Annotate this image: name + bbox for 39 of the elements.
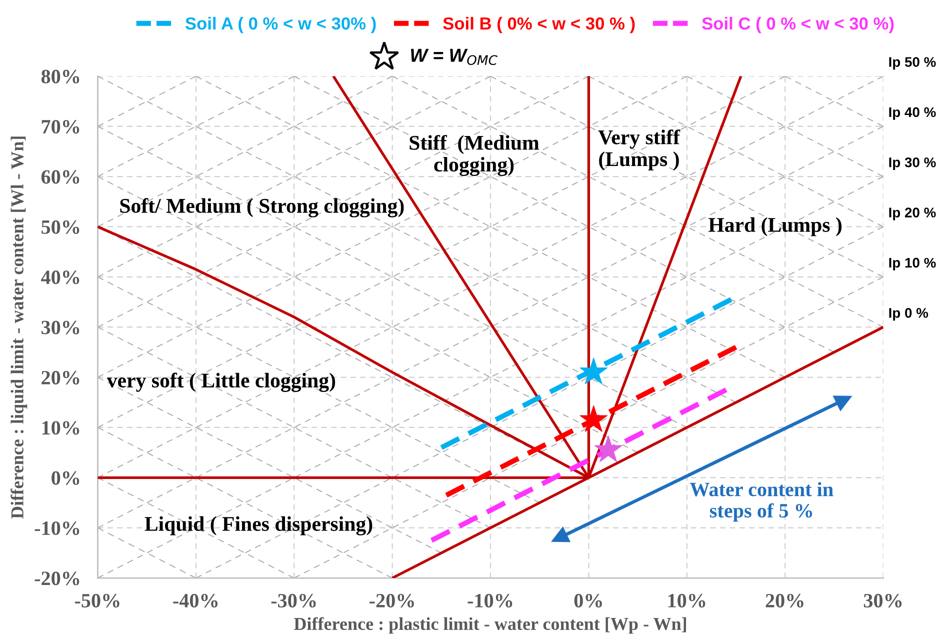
y-tick-label: 20% [42, 370, 80, 385]
y-axis-title: Difference : liquid limit - water content [Wl - Wn] [10, 136, 28, 519]
y-tick-label: 80% [41, 70, 80, 84]
x-tick-label: -10% [468, 594, 512, 608]
series-label: Ip 10 % [889, 258, 936, 270]
series-label: Ip 0 % [889, 308, 928, 321]
annotation: Liquid ( Fines dispersing) [144, 516, 372, 536]
x-tick-label: -20% [370, 594, 414, 608]
series-label: Ip 40 % [889, 107, 936, 120]
y-tick-label: 30% [42, 320, 80, 334]
x-tick-label: 30% [864, 594, 902, 608]
y-tick-label: 70% [42, 120, 80, 134]
y-tick-label: 40% [41, 270, 80, 284]
x-tick-label: 0% [574, 594, 602, 608]
annotation: Stiff (Medium clogging) [410, 134, 540, 176]
x-tick-label: -40% [173, 594, 218, 608]
annotation: very soft ( Little clogging) [106, 372, 336, 392]
annotation: Hard (Lumps ) [708, 217, 842, 236]
series-label: Ip 20 % [889, 208, 936, 220]
x-axis-title: Difference : plastic limit - water content [Wp - Wn] [294, 617, 686, 634]
y-tick-label: 10% [42, 421, 80, 435]
x-tick-label: -50% [74, 594, 120, 608]
annotation: Very stiff (Lumps ) [598, 129, 680, 170]
x-tick-label: 20% [766, 594, 804, 608]
y-tick-label: 50% [42, 220, 80, 234]
legend-label: Soil B ( 0% < w < 30 % ) [443, 16, 635, 34]
y-tick-label: -10% [34, 521, 80, 536]
legend-label: Soil A ( 0 % < w < 30% ) [185, 16, 376, 34]
legend-label: Soil C ( 0 % < w < 30 %) [702, 16, 894, 34]
y-tick-label: -20% [34, 572, 80, 586]
y-tick-label: 0% [52, 471, 80, 485]
y-tick-label: 60% [41, 170, 80, 184]
x-tick-label: -30% [271, 594, 316, 608]
annotation: Soft/ Medium ( Strong clogging) [120, 198, 404, 218]
series-label: Ip 30 % [889, 157, 936, 170]
x-tick-label: 10% [668, 594, 706, 608]
series-label: Water content in steps of 5 % [690, 482, 834, 522]
text: W = W$_{OMC}$ [411, 48, 498, 66]
series-label: Ip 50 % [889, 57, 936, 70]
